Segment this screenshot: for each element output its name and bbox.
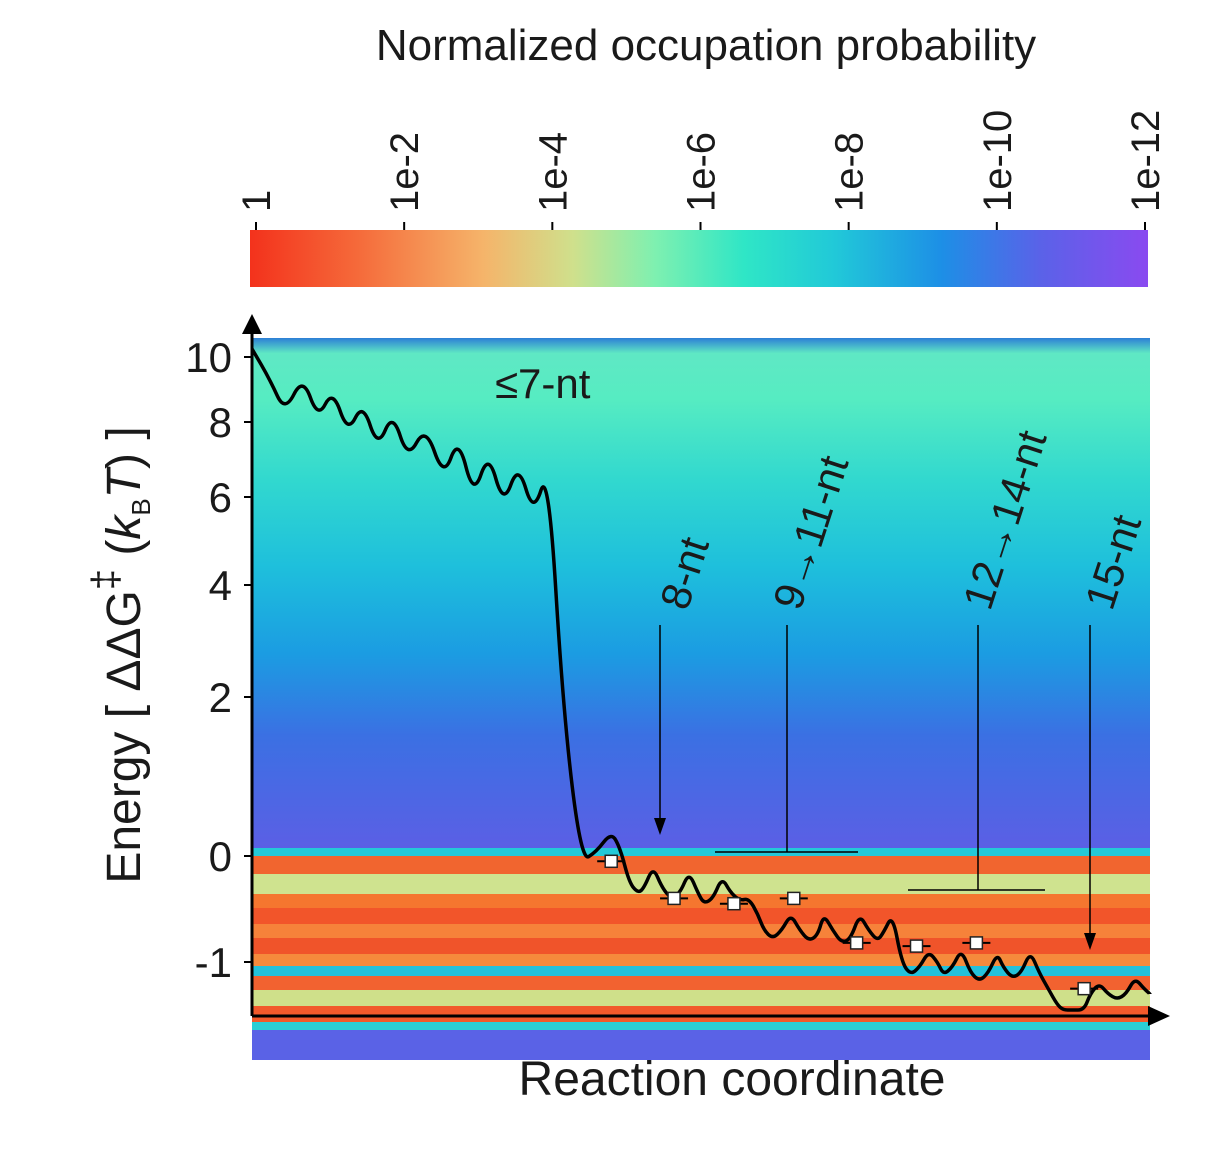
colorbar: Normalized occupation probability 1 1e-2 1… (235, 21, 1168, 287)
y-label-paren-open: ( (98, 540, 151, 569)
occupation-band (252, 848, 1150, 856)
occupation-band (252, 874, 1150, 894)
colorbar-label: Normalized occupation probability (376, 21, 1036, 70)
minimum-marker (667, 891, 681, 906)
minimum-marker (909, 939, 924, 953)
occupation-band (252, 924, 1150, 938)
minimum-marker (969, 936, 984, 950)
colorbar-tick-label: 1e-10 (976, 110, 1020, 212)
minimum-marker (727, 896, 741, 911)
colorbar-gradient (250, 230, 1148, 287)
occupation-band (252, 966, 1150, 976)
occupation-band (252, 1030, 1150, 1060)
minimum-marker (849, 936, 864, 950)
local-minima (597, 854, 1099, 996)
leader-8nt-arrowhead (654, 818, 666, 835)
colorbar-tick-label: 1 (235, 190, 279, 212)
y-label-text: Energy [ ΔΔG (98, 590, 151, 884)
colorbar-ticks: 1 1e-2 1e-4 1e-6 1e-8 1e-10 1e-12 (235, 110, 1168, 232)
y-label-t: T (98, 465, 151, 498)
annotation-leaders (654, 625, 1096, 950)
y-label-k: k (98, 513, 151, 540)
occupation-band (252, 1006, 1150, 1022)
occupation-band (252, 1022, 1150, 1030)
y-label-paren-close: ) ] (98, 426, 151, 469)
minimum-marker (604, 854, 618, 869)
occupation-band (252, 976, 1150, 990)
x-axis-label: Reaction coordinate (519, 1053, 946, 1106)
colorbar-tick-label: 1e-2 (383, 132, 427, 212)
occupation-bands (252, 848, 1150, 1060)
y-axis-label: Energy [ ΔΔG‡ (kBT) ] (85, 426, 156, 883)
y-tick-label: 2 (209, 674, 232, 721)
y-label-double-dagger: ‡ (85, 569, 127, 590)
occupation-band (252, 938, 1150, 954)
colorbar-tick-label: 1e-8 (828, 132, 872, 212)
y-tick-label: 6 (209, 474, 232, 521)
energy-curve (250, 348, 1152, 1012)
minimum-marker (787, 891, 801, 906)
y-tick-label: -1 (195, 939, 232, 986)
background-upper (252, 338, 1150, 848)
colorbar-tick-label: 1e-4 (531, 132, 575, 212)
y-label-subscript-b: B (126, 498, 156, 515)
occupation-band (252, 908, 1150, 924)
occupation-band (252, 856, 1150, 874)
y-tick-label: 10 (185, 334, 232, 381)
colorbar-tick-label: 1e-12 (1124, 110, 1168, 212)
y-axis-arrow (242, 314, 262, 334)
leader-15nt-arrowhead (1084, 933, 1096, 950)
occupation-band (252, 954, 1150, 966)
axes: 10 8 6 4 2 0 -1 Reaction coordinate Energy [ Δ… (85, 314, 1170, 1106)
occupation-band (252, 990, 1150, 1006)
y-tick-label: 8 (209, 399, 232, 446)
x-axis-arrow (1148, 1006, 1170, 1026)
label-7nt: ≤7-nt (495, 360, 591, 407)
y-tick-label: 4 (209, 562, 232, 609)
minimum-marker (1077, 981, 1091, 996)
y-ticks: 10 8 6 4 2 0 -1 (185, 334, 252, 986)
colorbar-tick-label: 1e-6 (680, 132, 724, 212)
y-tick-label: 0 (209, 833, 232, 880)
